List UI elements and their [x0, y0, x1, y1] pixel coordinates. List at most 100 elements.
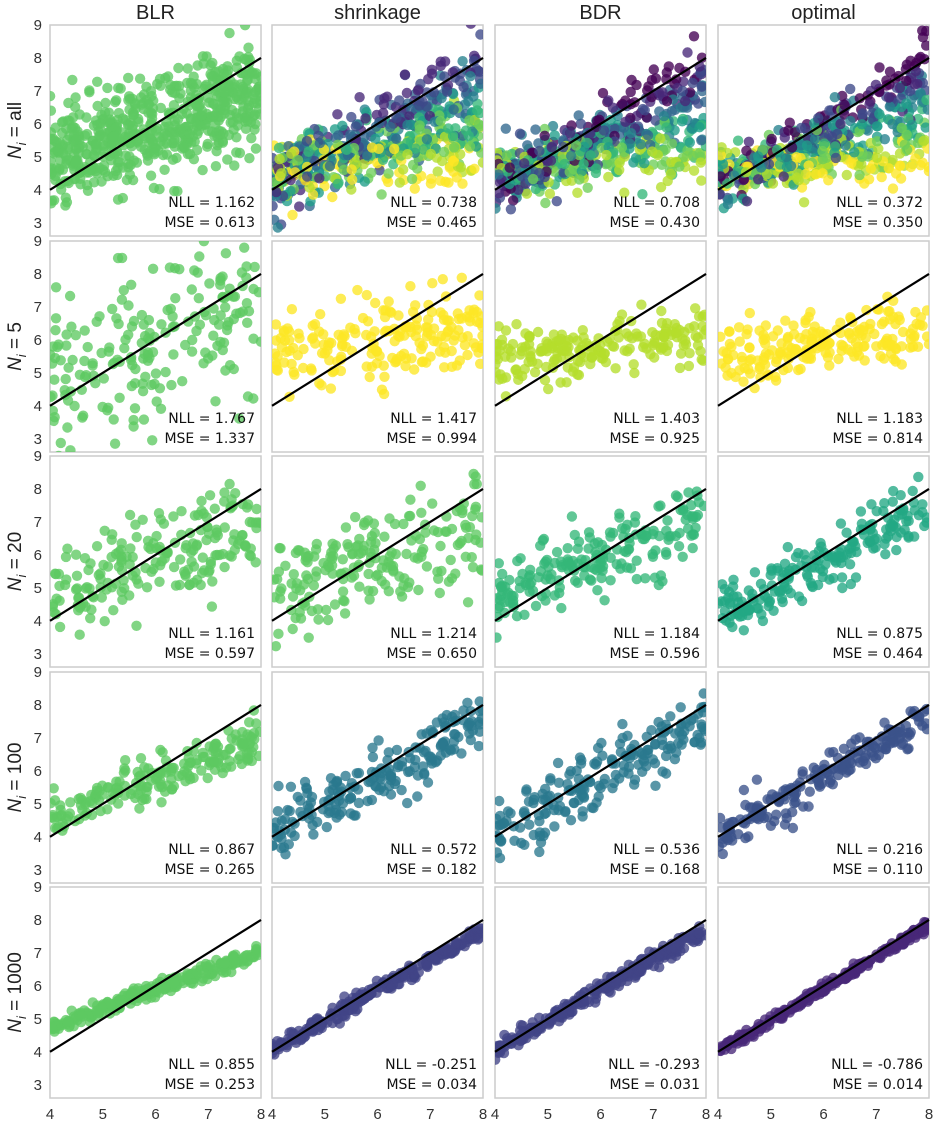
scatter-point	[543, 561, 554, 573]
scatter-point	[401, 548, 412, 560]
scatter-point	[234, 413, 245, 424]
scatter-point	[636, 299, 647, 310]
scatter-point	[245, 550, 256, 562]
scatter-point	[211, 549, 223, 561]
scatter-point	[169, 185, 180, 197]
scatter-point	[396, 591, 408, 602]
scatter-point	[534, 145, 545, 157]
scatter-point	[686, 530, 697, 541]
scatter-point	[128, 421, 139, 432]
scatter-point	[168, 781, 180, 792]
scatter-point	[830, 152, 842, 164]
scatter-point	[553, 777, 565, 788]
scatter-point	[474, 696, 483, 707]
scatter-point	[175, 123, 186, 135]
scatter-point	[495, 188, 505, 199]
row-label-1000: Ni = 1000	[5, 952, 29, 1033]
scatter-point	[599, 348, 610, 359]
scatter-point	[884, 522, 896, 533]
scatter-point	[198, 241, 210, 247]
scatter-point	[583, 527, 595, 538]
identity-line	[271, 488, 484, 622]
scatter-point	[913, 471, 924, 483]
scatter-point	[649, 338, 660, 349]
scatter-point	[373, 735, 384, 746]
scatter-point	[884, 66, 896, 77]
scatter-point	[921, 305, 929, 316]
scatter-point	[783, 125, 794, 136]
row-label-5: Ni = 5	[5, 322, 29, 371]
scatter-point	[158, 518, 170, 529]
y-tick-label: 4	[34, 182, 42, 199]
scatter-point	[473, 119, 483, 130]
scatter-point	[648, 64, 659, 75]
scatter-point	[779, 819, 791, 830]
scatter-point	[202, 138, 213, 150]
scatter-point	[527, 173, 539, 185]
scatter-point	[771, 809, 782, 820]
scatter-point	[219, 522, 230, 533]
scatter-point	[302, 573, 314, 585]
y-tick-label: 4	[34, 613, 42, 630]
scatter-point	[855, 506, 867, 517]
scatter-point	[394, 177, 405, 188]
scatter-point	[201, 534, 212, 546]
scatter-point	[124, 509, 136, 521]
scatter-point	[134, 803, 145, 814]
scatter-point	[196, 495, 207, 507]
scatter-point	[864, 99, 875, 110]
scatter-point	[690, 303, 701, 314]
scatter-point	[675, 348, 687, 359]
y-tick-label: 7	[34, 514, 42, 531]
scatter-point	[738, 625, 749, 636]
scatter-point	[666, 138, 678, 149]
scatter-point	[289, 830, 300, 842]
mse-stat: MSE = 0.650	[386, 646, 477, 662]
scatter-point	[899, 139, 910, 150]
scatter-point	[280, 560, 291, 571]
y-tick-label: 5	[34, 580, 42, 597]
scatter-point	[697, 321, 706, 332]
scatter-point	[184, 579, 195, 591]
scatter-point	[767, 331, 779, 342]
scatter-point	[272, 319, 282, 330]
row-label-all: Ni = all	[5, 102, 29, 159]
scatter-point	[366, 794, 378, 806]
scatter-point	[159, 164, 170, 175]
scatter-point	[141, 582, 153, 593]
scatter-point	[239, 242, 250, 253]
scatter-point	[502, 806, 514, 817]
scatter-point	[741, 329, 752, 340]
scatter-point	[795, 363, 806, 375]
scatter-point	[820, 559, 831, 570]
scatter-point	[345, 808, 356, 819]
scatter-point	[229, 79, 240, 90]
scatter-point	[639, 158, 650, 169]
scatter-point	[626, 74, 637, 86]
scatter-point	[456, 272, 467, 283]
scatter-point	[314, 173, 325, 184]
scatter-point	[880, 533, 892, 544]
scatter-point	[111, 313, 122, 324]
scatter-point	[533, 138, 544, 149]
scatter-point	[895, 160, 906, 171]
scatter-point	[272, 573, 283, 585]
scatter-point	[201, 512, 212, 523]
scatter-point	[168, 137, 180, 149]
y-tick-label: 6	[34, 332, 42, 349]
scatter-point	[605, 575, 616, 586]
scatter-point	[284, 335, 295, 346]
scatter-point	[50, 325, 61, 336]
scatter-point	[905, 342, 916, 353]
scatter-point	[120, 765, 131, 776]
scatter-point	[358, 540, 369, 552]
scatter-point	[88, 177, 100, 188]
nll-stat: NLL = 0.216	[836, 842, 923, 858]
scatter-point	[320, 565, 331, 576]
scatter-point	[513, 374, 524, 385]
scatter-point	[173, 771, 184, 782]
scatter-point	[524, 819, 535, 830]
